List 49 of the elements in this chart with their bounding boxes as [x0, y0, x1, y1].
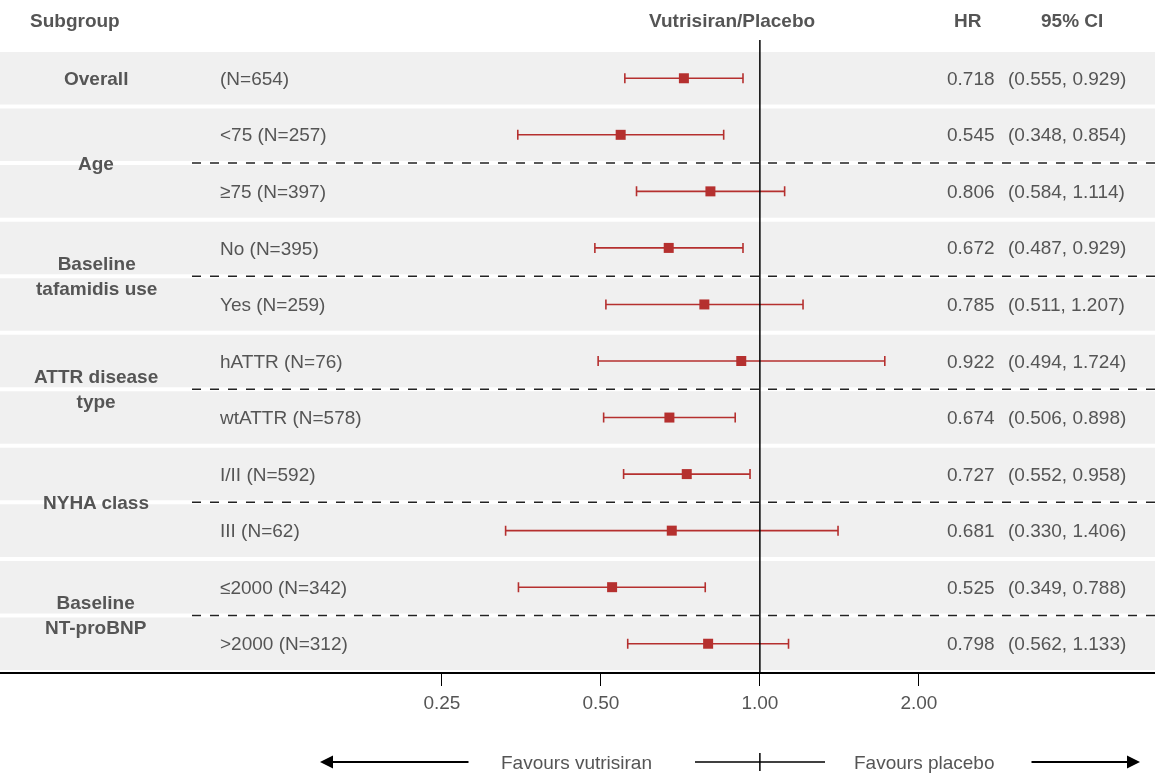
y-tick-label: >2000 (N=312) — [220, 633, 348, 655]
text: Subgroup — [30, 10, 120, 31]
y-tick-label: ≤2000 (N=342) — [220, 576, 348, 598]
text: 95% CI — [1041, 10, 1104, 31]
annotation: (0.494, 1.724) — [1008, 351, 1127, 372]
annotation: (0.552, 0.958) — [1008, 464, 1127, 485]
annotation: 0.727 — [947, 464, 995, 485]
annotation: Age — [78, 153, 114, 174]
annotation: (0.349, 0.788) — [1008, 577, 1127, 598]
text: Vutrisiran/Placebo — [649, 10, 816, 31]
text: Favours placebo — [854, 752, 995, 773]
annotation: 0.672 — [947, 237, 995, 258]
annotation: 0.718 — [947, 68, 995, 89]
annotation: 0.806 — [947, 181, 995, 202]
annotation: 0.674 — [947, 407, 995, 428]
annotation: Baseline tafamidis use — [36, 253, 158, 299]
annotation: (0.511, 1.207) — [1008, 294, 1125, 315]
annotation: 0.681 — [947, 520, 995, 541]
y-tick-label: wtATTR (N=578) — [219, 407, 362, 429]
y-tick-label: ≥75 (N=397) — [220, 181, 327, 203]
annotation: (0.506, 0.898) — [1008, 407, 1127, 428]
annotation: (0.330, 1.406) — [1008, 520, 1127, 541]
annotation: 0.545 — [947, 124, 995, 145]
annotation: 0.798 — [947, 633, 995, 654]
x-tick-label: 1.00 — [741, 691, 779, 713]
annotation: 0.785 — [947, 294, 995, 315]
y-tick-label: No (N=395) — [220, 237, 319, 259]
annotation: NYHA class — [43, 492, 149, 513]
y-tick-label: <75 (N=257) — [220, 124, 327, 146]
annotation: 0.525 — [947, 577, 995, 598]
x-tick-label: 0.50 — [582, 691, 620, 713]
annotation: (0.555, 0.929) — [1008, 68, 1127, 89]
y-tick-label: hATTR (N=76) — [220, 350, 343, 372]
y-tick-label: III (N=62) — [220, 520, 300, 542]
annotation: Overall — [64, 68, 129, 89]
x-tick-label: 0.25 — [423, 691, 461, 713]
y-tick-label: (N=654) — [220, 67, 290, 89]
text: HR — [954, 10, 982, 31]
text: Favours vutrisiran — [501, 752, 652, 773]
annotation: (0.348, 0.854) — [1008, 124, 1127, 145]
x-tick-label: 2.00 — [900, 691, 938, 713]
annotation: (0.584, 1.114) — [1008, 181, 1125, 202]
annotation: (0.487, 0.929) — [1008, 237, 1127, 258]
annotation: Baseline NT-proBNP — [45, 592, 147, 638]
y-tick-label: I/II (N=592) — [220, 463, 316, 485]
annotation: 0.922 — [947, 351, 995, 372]
annotation: (0.562, 1.133) — [1008, 633, 1127, 654]
annotation: ATTR disease type — [34, 366, 159, 412]
y-tick-label: Yes (N=259) — [220, 294, 326, 316]
